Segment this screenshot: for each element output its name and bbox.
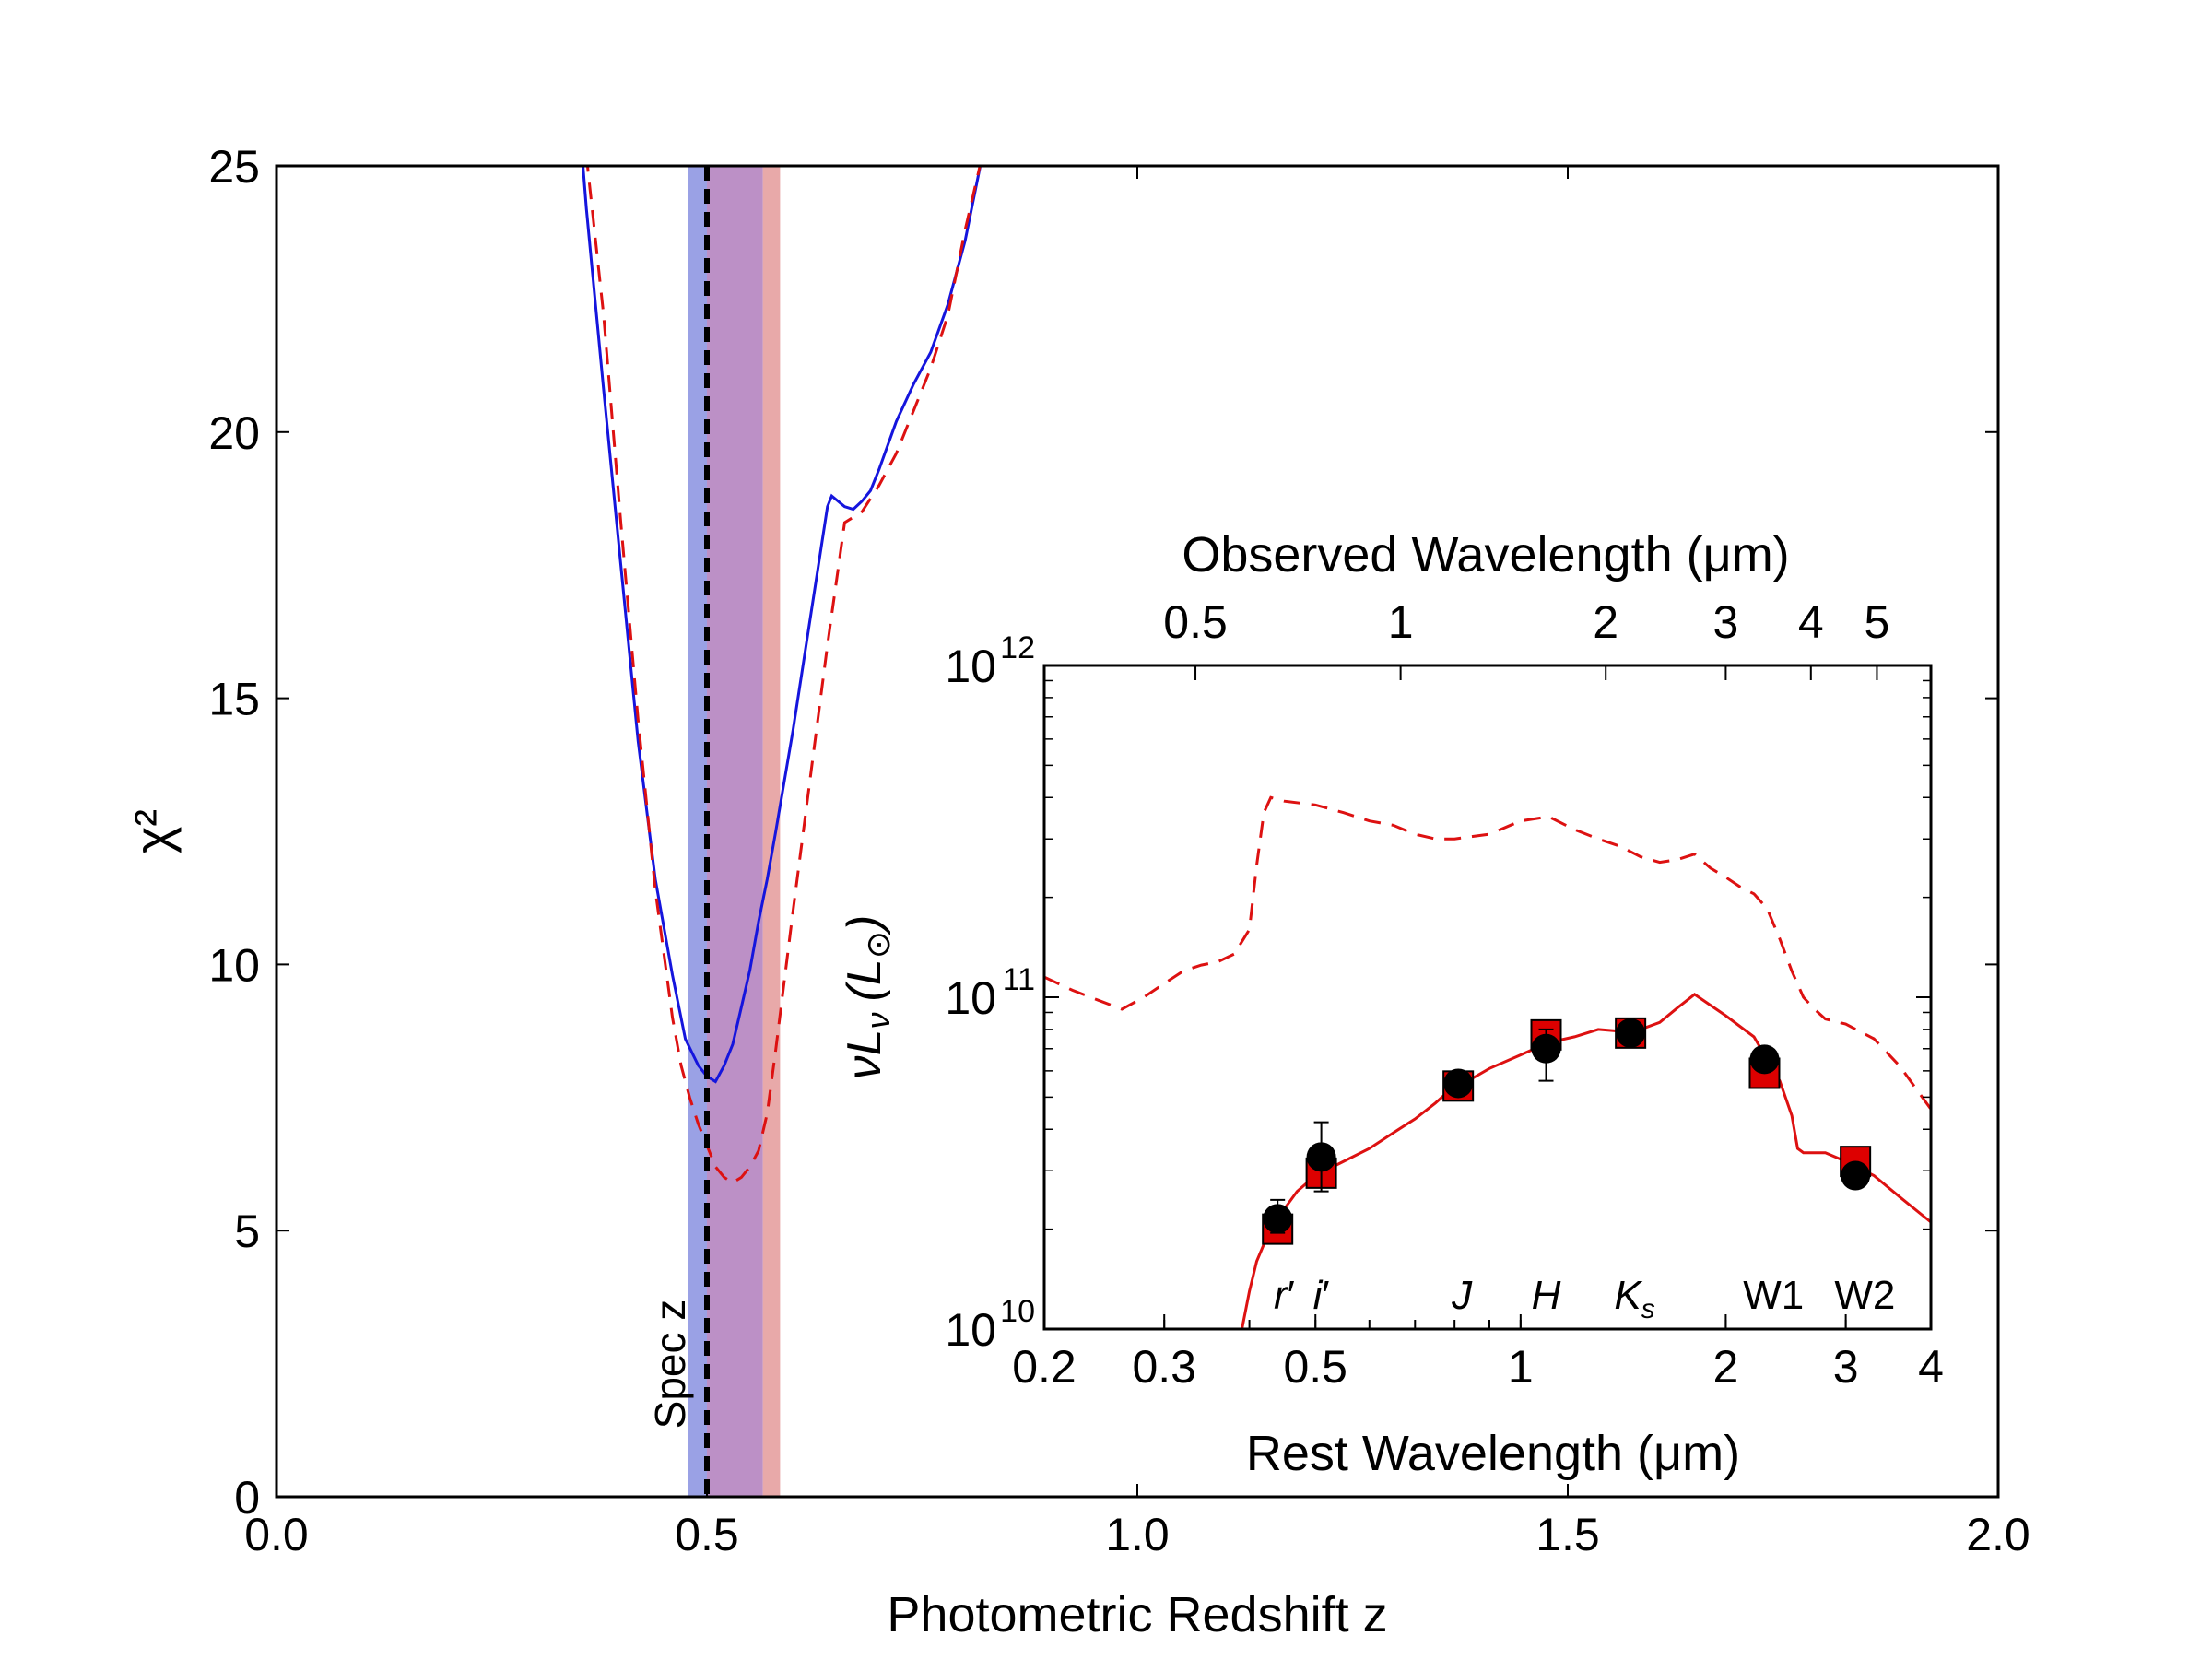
inset-y-tick-label: 10 <box>945 1304 996 1356</box>
main-y-tick-label: 20 <box>208 407 260 459</box>
filter-name: W2 <box>1834 1273 1895 1318</box>
filter-labels: r′ i′ J H Ks W1 W2 <box>1274 1273 1895 1324</box>
inset-y-label-main: νL <box>838 1029 891 1079</box>
inset-y-tick-exponent: 10 <box>1000 1294 1035 1329</box>
spec-z-label: Spec z <box>646 1300 694 1430</box>
inset-y-label-unit: (L <box>838 959 891 1001</box>
red-range-band <box>762 166 781 1497</box>
main-y-axis-label: χ² <box>124 809 182 853</box>
inset-y-label-close: ) <box>838 915 891 936</box>
inset-x-tick-label: 4 <box>1918 1341 1944 1393</box>
inset-x-axis-label: Rest Wavelength (μm) <box>1246 1426 1740 1481</box>
main-x-axis-label: Photometric Redshift z <box>887 1587 1387 1642</box>
main-x-ticks: 0.0 0.5 1.0 1.5 2.0 <box>244 166 2030 1560</box>
filter-name: i <box>1313 1273 1324 1318</box>
chi2-curves <box>582 166 982 1184</box>
main-y-tick-label: 25 <box>208 141 260 193</box>
main-x-tick-label: 0.0 <box>244 1509 309 1560</box>
inset-top-tick-label: 4 <box>1798 596 1824 648</box>
inset-x-tick-label: 1 <box>1508 1341 1534 1393</box>
filter-prime: ′ <box>1288 1273 1295 1318</box>
inset-y-tick-exponent: 12 <box>1000 630 1035 665</box>
inset-y-label-sub: ν <box>859 1012 897 1029</box>
inset-y-label-sun-symbol: ⊙ <box>859 931 897 959</box>
inset-x-tick-label: 3 <box>1833 1341 1859 1393</box>
filter-name: r <box>1274 1273 1289 1318</box>
sed-dashed-curve <box>1044 795 1931 1111</box>
observed-flux-circle <box>1749 1044 1780 1075</box>
filter-label: W2 <box>1834 1273 1895 1318</box>
filter-label: J <box>1451 1273 1473 1318</box>
inset-x-tick-label: 0.2 <box>1012 1341 1077 1393</box>
inset-top-tick-label: 2 <box>1593 596 1618 648</box>
blue-solid-curve <box>582 166 982 1084</box>
filter-name: J <box>1451 1273 1473 1318</box>
blue-range-band <box>688 166 707 1497</box>
spec-z-label-text: Spec z <box>646 1300 694 1430</box>
main-y-tick-label: 0 <box>234 1472 260 1524</box>
overlap-range-band <box>707 166 763 1497</box>
filter-label: r′ <box>1274 1273 1295 1318</box>
filter-subscript: s <box>1641 1294 1655 1324</box>
inset-y-tick-exponent: 11 <box>1003 962 1035 997</box>
observed-flux-circle <box>1531 1033 1561 1064</box>
observed-flux-circle <box>1263 1204 1293 1234</box>
inset-top-x-axis-label: Observed Wavelength (μm) <box>1182 527 1789 582</box>
filter-label: W1 <box>1743 1273 1804 1318</box>
inset-x-tick-label: 0.3 <box>1132 1341 1196 1393</box>
filter-prime: ′ <box>1322 1273 1329 1318</box>
inset-x-tick-label: 0.5 <box>1283 1341 1347 1393</box>
main-y-tick-label: 10 <box>208 939 260 991</box>
filter-label: Ks <box>1614 1273 1654 1324</box>
inset-x-tick-label: 2 <box>1713 1341 1739 1393</box>
inset-x-ticks: 0.2 0.3 0.5 1 2 3 4 <box>1012 1314 1944 1393</box>
main-x-tick-label: 0.5 <box>675 1509 739 1560</box>
observed-flux-circle <box>1306 1142 1336 1172</box>
inset-top-tick-label: 0.5 <box>1163 596 1228 648</box>
main-x-tick-label: 2.0 <box>1966 1509 2030 1560</box>
observed-flux-circle <box>1841 1160 1871 1191</box>
filter-label: H <box>1532 1273 1561 1318</box>
observed-flux-circle <box>1616 1018 1646 1048</box>
main-y-tick-label: 5 <box>234 1206 260 1257</box>
inset-top-tick-label: 3 <box>1713 596 1739 648</box>
filter-name: K <box>1614 1273 1642 1318</box>
main-x-tick-label: 1.0 <box>1105 1509 1170 1560</box>
inset-top-tick-label: 1 <box>1388 596 1414 648</box>
inset-top-x-ticks: 0.5 1 2 3 4 5 <box>1163 596 1889 680</box>
observed-flux-circle <box>1443 1068 1474 1099</box>
filter-name: W1 <box>1743 1273 1804 1318</box>
inset-top-tick-label: 5 <box>1865 596 1890 648</box>
filter-name: H <box>1532 1273 1561 1318</box>
inset-y-tick-label: 10 <box>945 972 996 1024</box>
inset-y-tick-label: 10 <box>945 641 996 692</box>
main-x-tick-label: 1.5 <box>1535 1509 1600 1560</box>
main-y-tick-label: 15 <box>208 674 260 725</box>
sed-photometry-points <box>1262 1017 1872 1245</box>
inset-y-axis-label: νLν (L⊙) <box>838 915 897 1080</box>
red-dashed-curve <box>585 166 982 1184</box>
confidence-bands <box>688 166 781 1497</box>
filter-label: i′ <box>1313 1273 1330 1318</box>
inset-background <box>1044 665 1931 1329</box>
